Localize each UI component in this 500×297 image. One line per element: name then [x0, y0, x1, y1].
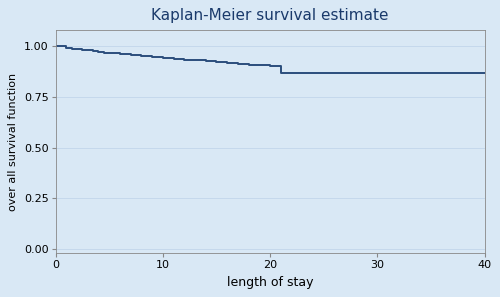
Title: Kaplan-Meier survival estimate: Kaplan-Meier survival estimate [152, 8, 389, 23]
Y-axis label: over all survival function: over all survival function [8, 72, 18, 211]
X-axis label: length of stay: length of stay [227, 276, 314, 289]
